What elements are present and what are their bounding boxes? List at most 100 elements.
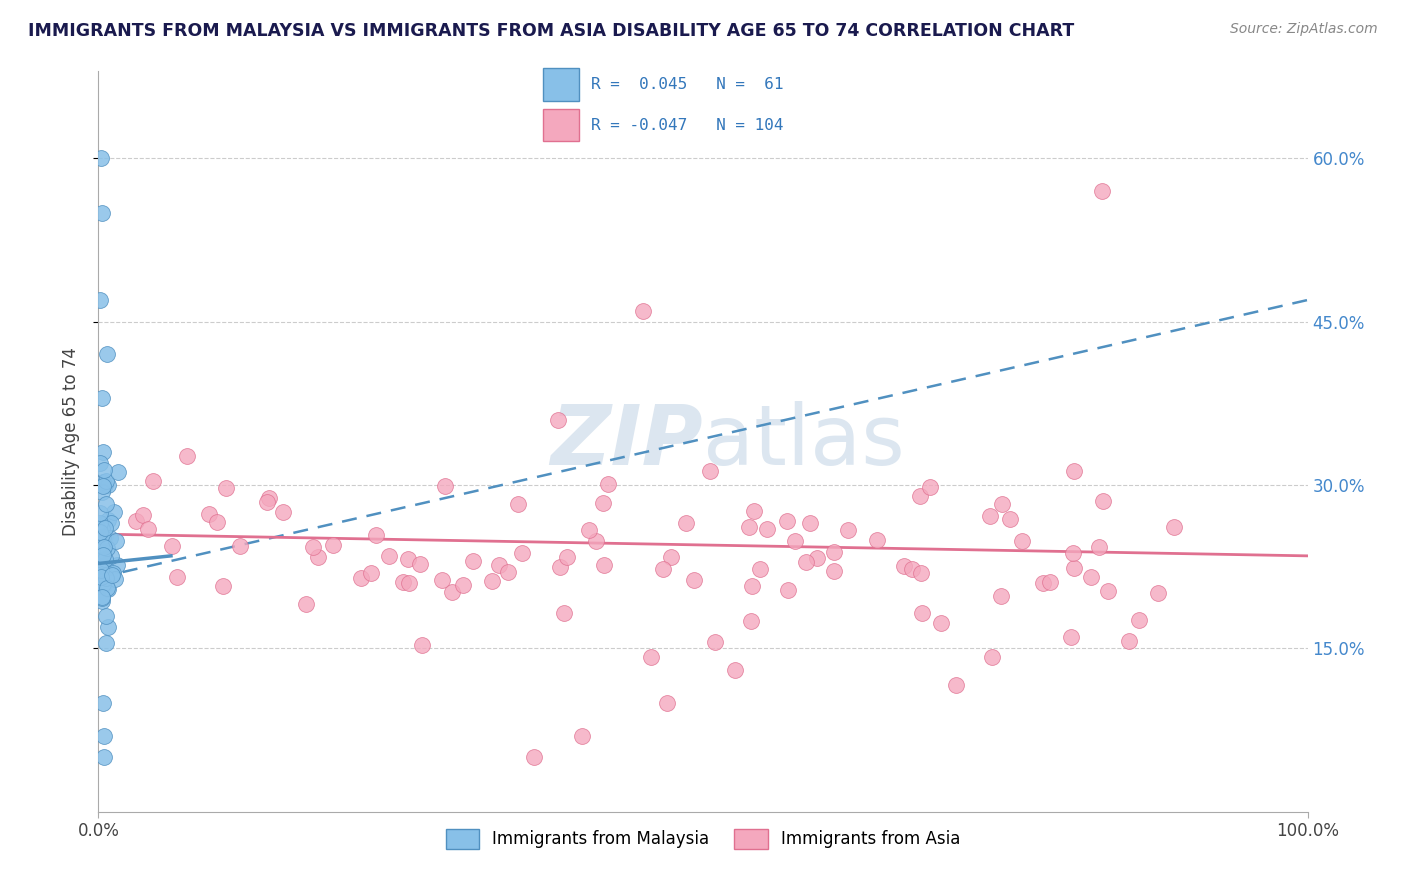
Point [510, 547, 533, 561]
Bar [543, 69, 579, 101]
Point [980, 650, 1002, 665]
Point [94, 609, 117, 624]
Point [523, 750, 546, 764]
Point [307, 549, 329, 564]
Point [93, 478, 115, 492]
Point [823, 545, 845, 559]
Point [94, 521, 117, 535]
Point [755, 522, 778, 536]
Point [910, 566, 932, 580]
Point [97, 582, 120, 596]
Point [391, 574, 413, 589]
Text: Source: ZipAtlas.com: Source: ZipAtlas.com [1230, 22, 1378, 37]
Point [704, 635, 727, 649]
Point [908, 489, 931, 503]
Point [596, 476, 619, 491]
Point [430, 573, 453, 587]
Point [93, 729, 115, 743]
Point [1092, 494, 1115, 508]
Point [360, 566, 382, 581]
Point [93, 543, 115, 558]
Point [96, 541, 118, 556]
Point [89, 506, 111, 520]
Point [799, 516, 821, 530]
Text: R =  0.045   N =  61: R = 0.045 N = 61 [591, 77, 783, 92]
Point [93, 750, 115, 764]
Point [945, 678, 967, 692]
Point [160, 539, 183, 553]
Point [998, 512, 1021, 526]
Point [90, 570, 112, 584]
Point [90, 533, 112, 547]
Point [740, 614, 762, 628]
Point [91, 548, 114, 562]
Point [138, 522, 160, 536]
Point [1062, 546, 1084, 560]
Point [411, 638, 433, 652]
Point [91, 475, 114, 490]
Point [1088, 540, 1111, 554]
Point [94, 571, 117, 585]
Point [93, 530, 115, 544]
Point [409, 558, 432, 572]
Point [990, 497, 1012, 511]
Point [655, 696, 678, 710]
Point [1163, 519, 1185, 533]
Point [1032, 575, 1054, 590]
Point [364, 528, 387, 542]
Point [699, 464, 721, 478]
Point [91, 485, 114, 500]
Point [142, 474, 165, 488]
Point [1039, 575, 1062, 590]
Point [1063, 464, 1085, 478]
Point [1060, 630, 1083, 644]
Point [93, 540, 115, 554]
Point [91, 479, 114, 493]
Point [378, 549, 401, 564]
Point [256, 494, 278, 508]
Point [212, 579, 235, 593]
Point [94, 528, 117, 542]
Y-axis label: Disability Age 65 to 74: Disability Age 65 to 74 [62, 347, 80, 536]
Point [91, 591, 114, 606]
Point [929, 616, 952, 631]
Point [1063, 560, 1085, 574]
Point [91, 576, 114, 591]
Point [553, 606, 575, 620]
Point [91, 552, 114, 566]
Point [132, 508, 155, 522]
Point [550, 560, 572, 574]
Point [214, 481, 236, 495]
Point [866, 533, 889, 547]
Bar [543, 109, 579, 141]
Point [1097, 583, 1119, 598]
Point [97, 619, 120, 633]
Point [496, 566, 519, 580]
Point [107, 465, 129, 479]
Point [433, 479, 456, 493]
Point [302, 540, 325, 554]
Point [675, 516, 697, 530]
Point [741, 579, 763, 593]
Point [93, 578, 115, 592]
Point [776, 583, 799, 598]
Point [837, 523, 859, 537]
Point [257, 491, 280, 505]
Point [593, 558, 616, 573]
Point [571, 729, 593, 743]
Point [557, 549, 579, 564]
Point [1091, 184, 1114, 198]
Point [89, 524, 111, 539]
Point [104, 572, 127, 586]
Point [93, 463, 115, 477]
Point [90, 516, 112, 531]
Point [91, 594, 114, 608]
Point [229, 539, 252, 553]
Point [89, 516, 111, 530]
Point [94, 497, 117, 511]
Point [794, 556, 817, 570]
Point [738, 520, 761, 534]
Point [1147, 586, 1170, 600]
Point [631, 304, 654, 318]
Point [463, 554, 485, 568]
